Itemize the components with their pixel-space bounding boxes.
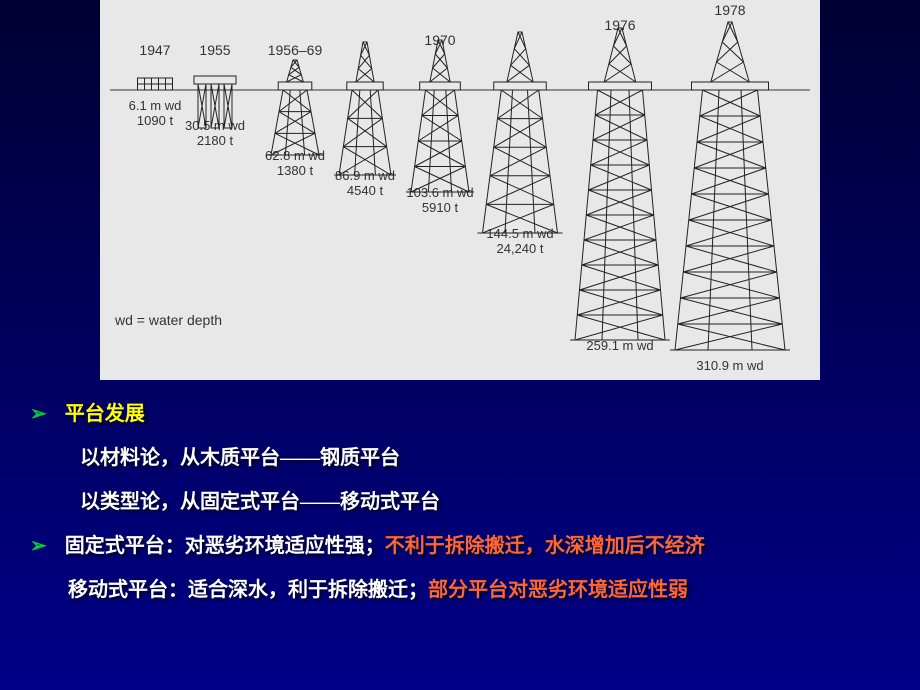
svg-text:5910 t: 5910 t [422,200,459,215]
svg-text:1956–69: 1956–69 [268,42,323,58]
svg-text:wd = water depth: wd = water depth [114,312,222,328]
bullet-2-suffix: 不利于拆除搬迁，水深增加后不经济 [385,535,705,557]
bullet-2-sub-suffix: 部分平台对恶劣环境适应性弱 [428,579,688,601]
svg-text:1090 t: 1090 t [137,113,174,128]
svg-text:1976: 1976 [604,17,635,33]
bullet-2: ➢ 固定式平台：对恶劣环境适应性强；不利于拆除搬迁，水深增加后不经济 [30,532,900,560]
text-content: ➢ 平台发展 以材料论，从木质平台——钢质平台 以类型论，从固定式平台——移动式… [30,400,900,620]
bullet-1-sub-2: 以类型论，从固定式平台——移动式平台 [80,488,900,516]
svg-text:4540 t: 4540 t [347,183,384,198]
bullet-2-sub-prefix: 移动式平台：适合深水，利于拆除搬迁； [68,579,428,601]
svg-text:2180 t: 2180 t [197,133,234,148]
platform-evolution-diagram: wd = water depth 1947 6.1 m wd1090 t 1955 30… [100,0,820,380]
svg-text:30.5 m wd: 30.5 m wd [185,118,245,133]
bullet-2-text: 固定式平台：对恶劣环境适应性强；不利于拆除搬迁，水深增加后不经济 [65,532,705,560]
svg-text:1947: 1947 [139,42,170,58]
svg-text:1380 t: 1380 t [277,163,314,178]
bullet-2-prefix: 固定式平台：对恶劣环境适应性强； [65,535,385,557]
svg-text:1955: 1955 [199,42,230,58]
bullet-1-title: 平台发展 [65,400,145,428]
bullet-2-sub: 移动式平台：适合深水，利于拆除搬迁；部分平台对恶劣环境适应性弱 [68,576,900,604]
bullet-marker-icon: ➢ [30,400,47,428]
bullet-1: ➢ 平台发展 [30,400,900,428]
svg-text:6.1 m wd: 6.1 m wd [129,98,182,113]
diagram-svg: wd = water depth 1947 6.1 m wd1090 t 1955 30… [100,0,820,380]
bullet-1-sub-1: 以材料论，从木质平台——钢质平台 [80,444,900,472]
svg-text:310.9 m wd: 310.9 m wd [696,358,763,373]
svg-text:24,240 t: 24,240 t [497,241,544,256]
bullet-marker-icon: ➢ [30,532,47,560]
svg-text:1978: 1978 [714,2,745,18]
